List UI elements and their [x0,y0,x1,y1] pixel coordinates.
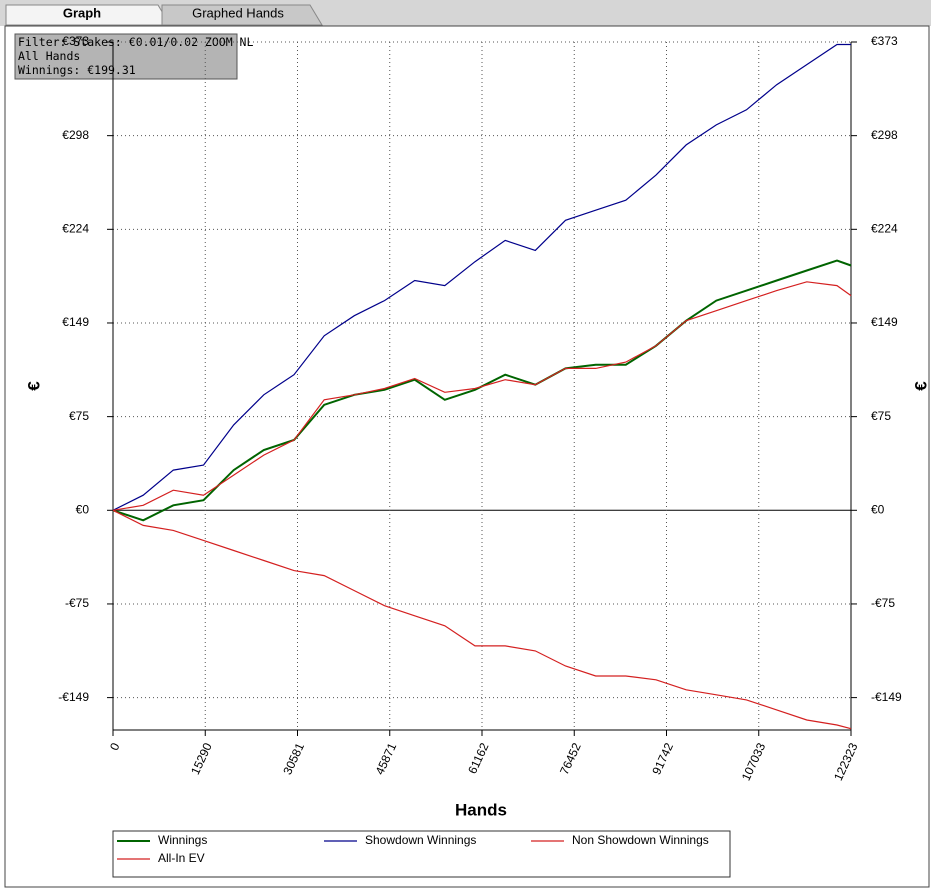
legend [112,830,731,878]
tab-active[interactable] [5,4,171,26]
y-axis-label: € [911,381,930,391]
y-tick-label: €75 [69,409,89,423]
y-tick-label: -€149 [871,690,902,704]
filter-text: Winnings: €199.31 [18,63,136,77]
tab-label[interactable]: Graph [63,5,101,20]
y-tick-label: -€75 [871,596,895,610]
y-axis-label: € [24,381,43,391]
series-line [112,43,851,511]
y-tick-label: €149 [62,315,89,329]
y-tick-label: €373 [871,34,898,48]
y-tick-label: €0 [871,502,885,516]
series-line [112,509,852,730]
tab[interactable] [161,4,323,26]
y-tick-label: €0 [76,502,90,516]
y-tick-label: -€149 [58,690,89,704]
x-axis-label: Hands [455,800,507,819]
y-tick-label: €373 [62,34,89,48]
y-tick-label: €224 [62,221,89,235]
legend-label: Showdown Winnings [365,833,476,847]
y-tick-label: €298 [871,128,898,142]
y-tick-label: €75 [871,409,891,423]
filter-text: Filter: Stakes: €0.01/0.02 ZOOM NL [18,35,253,49]
legend-label: All-In EV [158,851,205,865]
series-line [112,259,852,522]
series-line [112,281,852,511]
tab-label[interactable]: Graphed Hands [192,5,284,20]
legend-label: Non Showdown Winnings [572,833,709,847]
y-tick-label: €298 [62,128,89,142]
legend-label: Winnings [158,833,207,847]
y-tick-label: €224 [871,221,898,235]
y-tick-label: -€75 [65,596,89,610]
y-tick-label: €149 [871,315,898,329]
filter-text: All Hands [18,49,80,63]
graph-frame [4,25,930,888]
